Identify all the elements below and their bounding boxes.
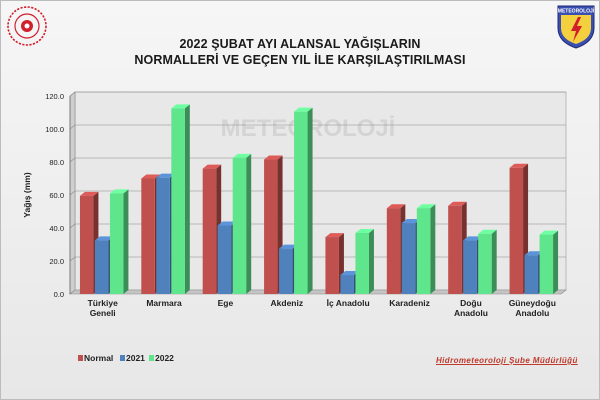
bar-y2021 — [524, 255, 539, 294]
bar-top-y2022 — [294, 107, 313, 112]
bar-normal — [386, 208, 401, 294]
bar-top-normal — [325, 233, 344, 238]
bar-normal — [264, 159, 278, 294]
bar-top-y2022 — [539, 230, 559, 235]
y-tick-label: 20.0 — [49, 257, 64, 266]
y-tick-label: 80.0 — [49, 158, 64, 167]
footer-credit: Hidrometeoroloji Şube Müdürlüğü — [436, 356, 578, 365]
bar-top-normal — [141, 174, 160, 179]
bar-side-y2022 — [368, 228, 374, 294]
y-tick-label: 40.0 — [49, 224, 64, 233]
x-tick-label: Güneydoğu — [509, 298, 556, 308]
bar-y2022 — [416, 208, 431, 294]
x-tick-label: Doğu — [460, 298, 482, 308]
bar-top-y2021 — [94, 236, 114, 241]
ministry-emblem-logo — [7, 6, 47, 46]
bar-side-y2022 — [123, 189, 129, 294]
bar-top-y2021 — [217, 221, 237, 226]
x-tick-label: İç Anadolu — [327, 298, 370, 308]
bar-top-y2021 — [340, 271, 359, 276]
legend-item-2022: 2022 — [149, 353, 174, 363]
bar-top-y2021 — [401, 219, 421, 224]
bar-top-normal — [264, 155, 283, 160]
bar-y2022 — [478, 233, 492, 294]
bar-top-normal — [79, 191, 99, 196]
chart-title-line2: NORMALLERİ VE GEÇEN YIL İLE KARŞILAŞTIRI… — [134, 53, 466, 67]
gridline-depth — [69, 223, 76, 229]
bar-normal — [79, 195, 94, 294]
bar-normal — [509, 167, 524, 294]
bar-top-normal — [202, 164, 222, 169]
bar-side-y2022 — [246, 153, 252, 294]
bar-y2021 — [463, 240, 477, 294]
bar-side-y2022 — [184, 104, 190, 294]
bar-top-y2022 — [109, 189, 129, 194]
bar-normal — [448, 205, 462, 294]
bar-y2022 — [171, 108, 185, 294]
x-tick-label: Ege — [218, 298, 234, 308]
x-tick-label: Karadeniz — [389, 298, 430, 308]
bar-top-y2022 — [478, 229, 497, 234]
x-tick-label: Marmara — [146, 298, 182, 308]
bar-normal — [325, 237, 339, 294]
bar-top-normal — [448, 201, 467, 206]
meteoroloji-shield-logo: METEOROLOJİ — [557, 5, 595, 49]
y-axis-title: Yağış (mm) — [22, 172, 32, 218]
bar-y2021 — [401, 223, 416, 294]
bar-top-y2022 — [355, 228, 374, 233]
legend-swatch-2022 — [149, 355, 154, 361]
x-tick-label: Anadolu — [515, 308, 549, 318]
bar-normal — [202, 168, 217, 294]
legend-label-2021: 2021 — [126, 353, 145, 363]
y-tick-label: 60.0 — [49, 191, 64, 200]
legend-label-2022: 2022 — [155, 353, 174, 363]
bar-top-normal — [386, 204, 406, 209]
bar-side-y2022 — [307, 107, 313, 294]
x-tick-label: Akdeniz — [271, 298, 304, 308]
bar-top-y2022 — [416, 204, 436, 209]
bar-top-y2021 — [524, 251, 544, 256]
gridline-depth — [69, 190, 76, 196]
x-tick-label: Türkiye — [88, 298, 119, 308]
bar-side-y2022 — [491, 229, 497, 294]
legend-item-2021: 2021 — [120, 353, 145, 363]
legend-item-normal: Normal — [78, 353, 113, 363]
chart-title-line1: 2022 ŞUBAT AYI ALANSAL YAĞIŞLARIN — [179, 37, 421, 51]
bar-y2021 — [156, 177, 170, 294]
bar-top-y2022 — [171, 104, 190, 109]
bar-y2022 — [539, 234, 554, 294]
bar-y2021 — [279, 248, 293, 294]
gridline-depth — [69, 124, 76, 130]
bar-side-y2022 — [430, 204, 436, 294]
bar-top-y2021 — [279, 244, 298, 249]
bar-top-y2021 — [463, 236, 482, 241]
gridline-depth — [69, 91, 76, 97]
gridline-depth — [69, 157, 76, 163]
meteoroloji-logo-text: METEOROLOJİ — [558, 8, 595, 15]
y-tick-label: 0.0 — [54, 290, 64, 299]
bar-y2022 — [109, 193, 124, 294]
x-tick-label: Anadolu — [454, 308, 488, 318]
bar-top-y2022 — [232, 153, 252, 158]
bar-top-normal — [509, 163, 529, 168]
x-tick-label: Geneli — [90, 308, 116, 318]
y-tick-label: 120.0 — [45, 92, 64, 101]
bar-y2022 — [355, 232, 369, 294]
y-tick-label: 100.0 — [45, 125, 64, 134]
bar-y2021 — [94, 240, 109, 294]
legend-label-normal: Normal — [84, 353, 114, 363]
legend-swatch-normal — [78, 355, 83, 361]
bar-y2022 — [294, 111, 308, 294]
bar-normal — [141, 178, 155, 294]
bar-y2022 — [232, 157, 247, 294]
bar-side-y2022 — [553, 230, 559, 294]
bar-y2021 — [340, 275, 354, 294]
bar-y2021 — [217, 225, 232, 294]
legend-swatch-2021 — [120, 355, 125, 361]
bar-top-y2021 — [156, 173, 175, 178]
gridline-depth — [69, 256, 76, 262]
